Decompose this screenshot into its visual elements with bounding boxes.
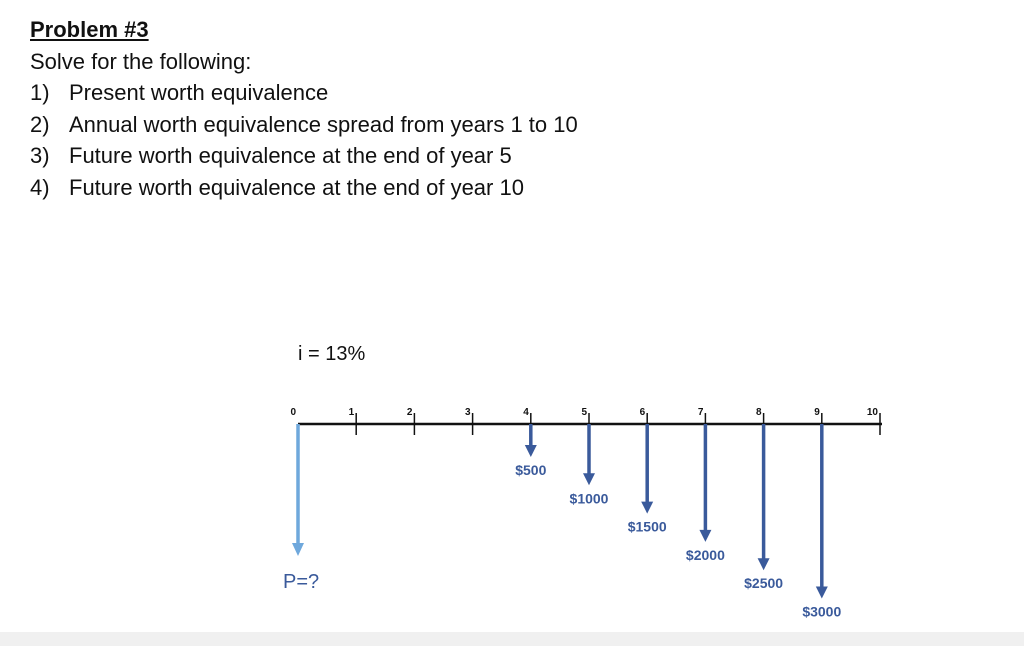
problem-list: 1) Present worth equivalence 2) Annual wor… [30,77,578,203]
period-label: 4 [523,407,529,418]
cash-flow-amount-label: $1500 [628,519,667,535]
list-item: 3) Future worth equivalence at the end of… [30,140,578,172]
interest-rate-label: i = 13% [298,343,365,365]
timeline-marks: 0 1 2 3 4 5 6 7 8 9 10 $500 $1000 $1500 $2000 $2500 $300… [290,407,881,620]
cash-flow-arrowhead [641,501,654,514]
cash-flow-arrowhead [583,473,595,486]
item-text: Future worth equivalence at the end of y… [69,174,524,200]
list-item: 1) Present worth equivalence [30,77,578,109]
period-label: 6 [640,407,646,418]
period-label: 3 [465,407,471,418]
cash-flow-arrowhead [699,529,712,542]
cash-flow-amount-label: $500 [515,462,546,478]
list-item: 2) Annual worth equivalence spread from y… [30,109,578,141]
cash-flow-amount-label: $1000 [570,490,609,506]
item-text: Annual worth equivalence spread from yea… [69,111,578,137]
period-label: 10 [867,407,879,418]
item-text: Future worth equivalence at the end of y… [69,143,512,168]
period-label: 1 [349,407,355,418]
item-number: 1) [30,80,50,105]
problem-statement: Problem #3 Solve for the following: 1) Pr… [30,14,578,203]
problem-prompt: Solve for the following: [30,48,252,74]
item-number: 2) [30,111,50,137]
cash-flow-arrowhead [815,586,828,599]
list-item: 4) Future worth equivalence at the end of… [30,172,578,204]
period-label: 2 [407,407,413,418]
period-label: 9 [814,407,820,418]
item-number: 4) [30,174,50,200]
period-label: 8 [756,407,762,418]
cash-flow-arrowhead [524,445,537,457]
period-label: 5 [581,407,587,418]
cash-flow-amount-label: $3000 [802,604,841,620]
bottom-strip [0,632,1024,646]
period-label: 0 [290,407,296,418]
cash-flow-amount-label: $2500 [744,575,783,591]
period-label: 7 [698,407,704,418]
problem-title: Problem #3 [30,17,149,42]
cash-flow-amount-label: $2000 [686,547,725,563]
item-text: Present worth equivalence [69,80,329,105]
present-worth-arrowhead [292,543,304,556]
item-number: 3) [30,143,50,168]
cash-flow-arrowhead [757,558,770,571]
present-worth-label: P=? [283,571,319,593]
